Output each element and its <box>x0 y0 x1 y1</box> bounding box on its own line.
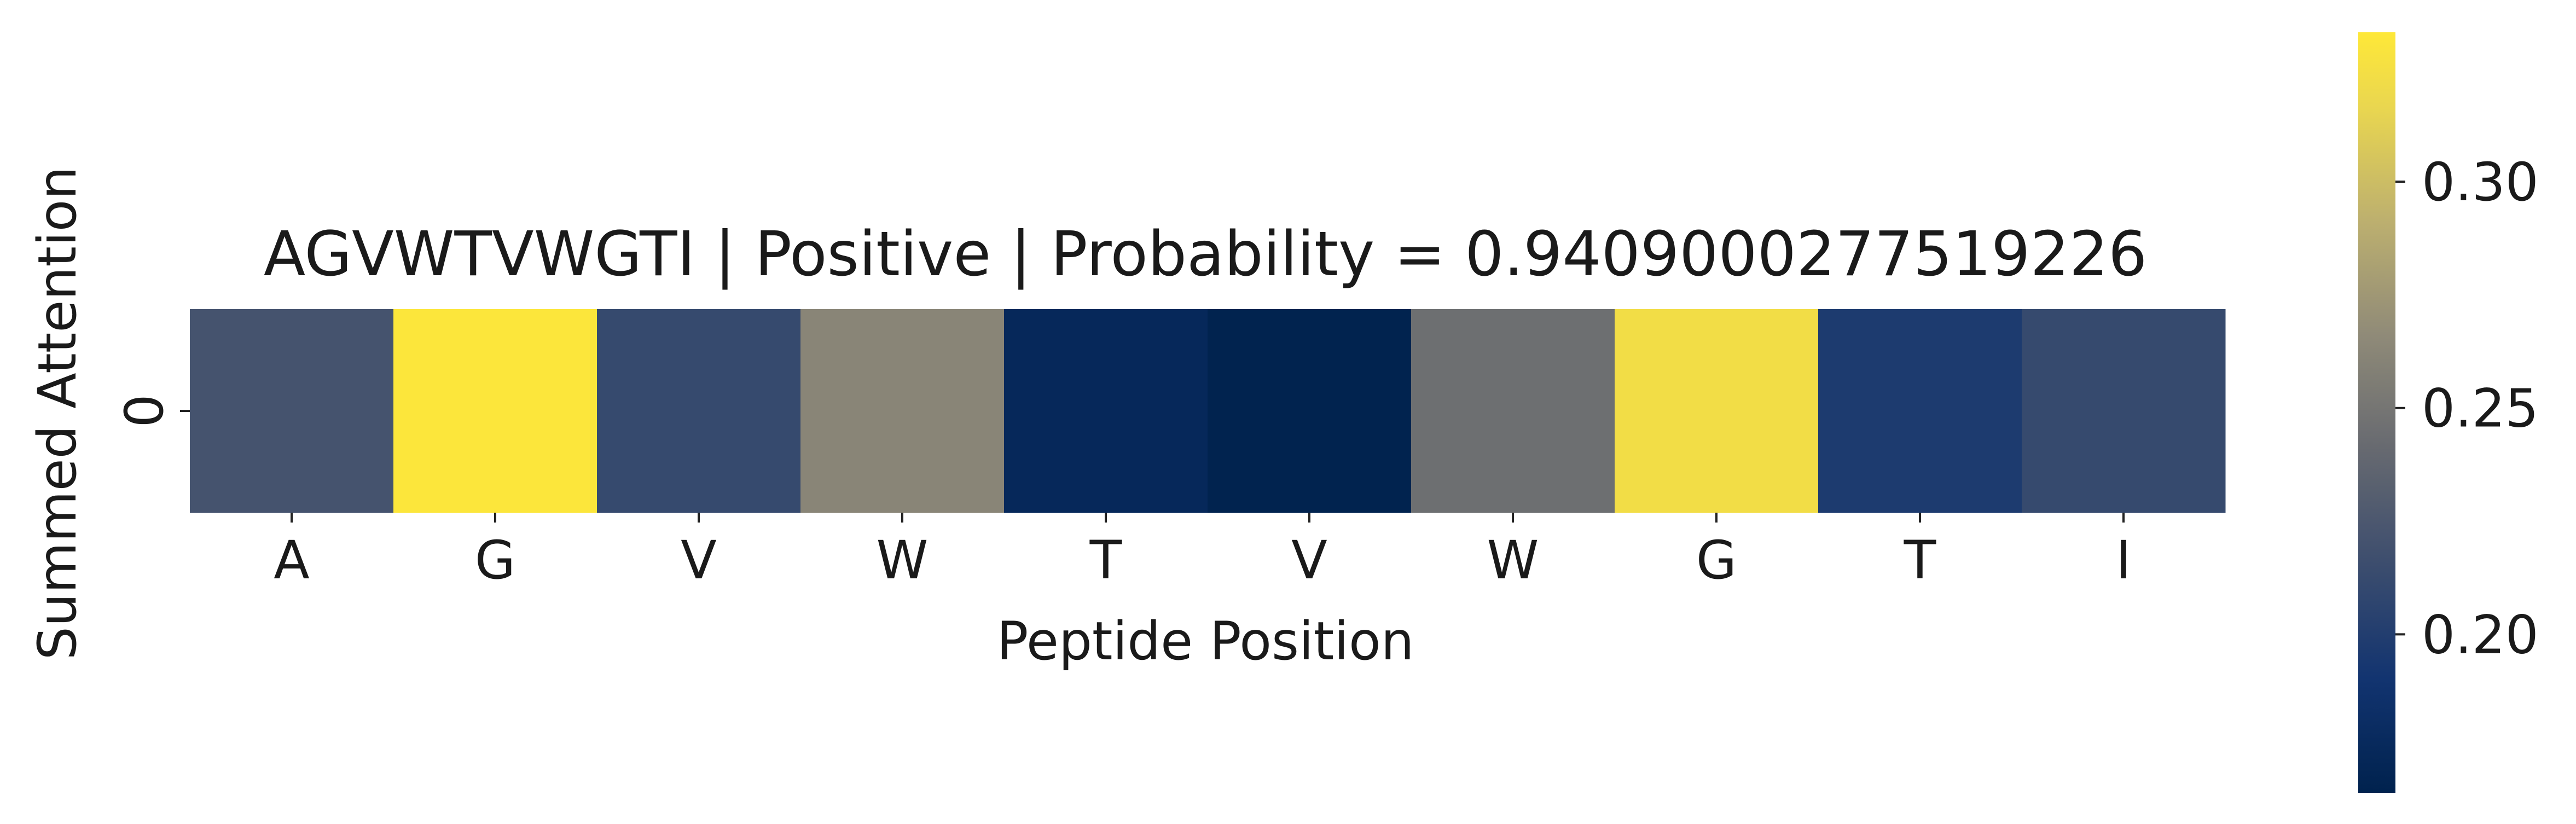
x-tick-label: V <box>1291 530 1327 591</box>
x-tick-label: T <box>1904 530 1936 591</box>
x-tick-label: A <box>274 530 310 591</box>
heatmap-cell <box>1615 309 1819 513</box>
colorbar-tick-label: 0.30 <box>2422 152 2539 213</box>
heatmap-cell <box>393 309 597 513</box>
heatmap-cell <box>1411 309 1615 513</box>
colorbar-tick-label: 0.20 <box>2422 604 2539 665</box>
x-tick-label: G <box>1696 530 1737 591</box>
x-tick-label: T <box>1089 530 1122 591</box>
colorbar-tick-label: 0.25 <box>2422 378 2539 439</box>
x-tick-label: W <box>877 530 929 591</box>
heatmap-cell <box>800 309 1005 513</box>
x-tick-label: W <box>1487 530 1539 591</box>
heatmap-cell <box>1004 309 1208 513</box>
heatmap-cell <box>2022 309 2226 513</box>
colorbar <box>2358 32 2395 793</box>
colorbar-ticks: 0.20 0.25 0.30 <box>2395 152 2539 665</box>
heatmap-cell <box>597 309 801 513</box>
x-tick-label: I <box>2116 530 2131 591</box>
y-axis-ticks: 0 <box>114 394 190 428</box>
heatmap-cell <box>1818 309 2022 513</box>
x-tick-label: G <box>475 530 515 591</box>
y-axis-label: Summed Attention <box>27 166 88 660</box>
y-tick-label: 0 <box>114 394 175 427</box>
x-axis-label: Peptide Position <box>996 611 1414 672</box>
chart-title: AGVWTVWGTI | Positive | Probability = 0.… <box>264 219 2148 290</box>
heatmap-cell <box>190 309 394 513</box>
heatmap-cell <box>1208 309 1412 513</box>
heatmap-cells <box>190 309 2226 513</box>
x-tick-label: V <box>681 530 717 591</box>
